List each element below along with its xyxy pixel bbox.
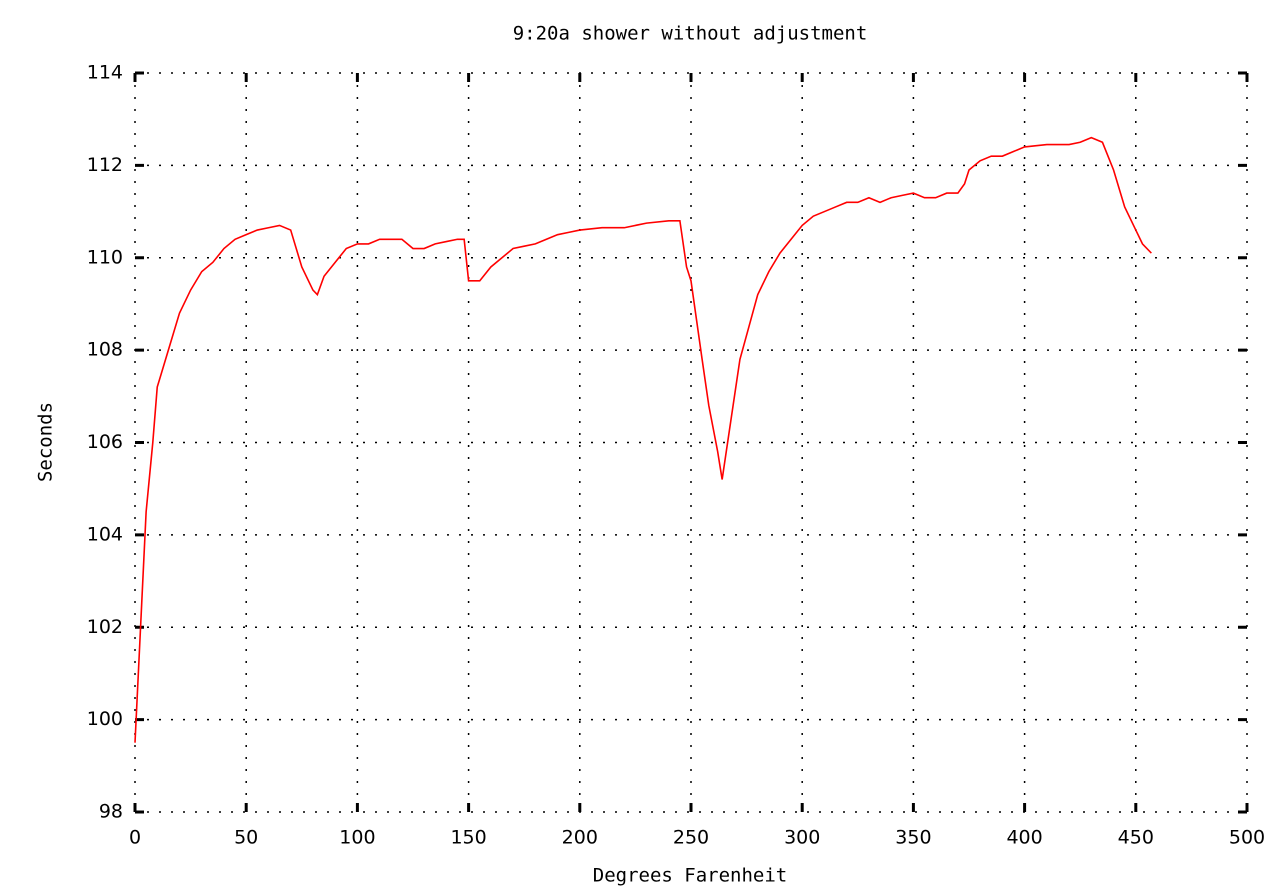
x-tick-label: 350	[895, 827, 931, 849]
x-tick-label: 400	[1006, 827, 1042, 849]
y-axis-label: Seconds	[35, 402, 57, 482]
data-line	[134, 136, 1152, 743]
y-tick-label: 114	[87, 62, 123, 84]
x-tick-label: 450	[1118, 827, 1154, 849]
x-tick-label: 0	[129, 827, 141, 849]
x-tick-label: 200	[562, 827, 598, 849]
y-tick-label: 110	[87, 246, 123, 268]
y-tick-label: 98	[99, 801, 123, 823]
x-tick-label: 100	[339, 827, 375, 849]
x-tick-label: 150	[450, 827, 486, 849]
x-tick-label: 50	[234, 827, 258, 849]
y-tick-label: 106	[87, 431, 123, 453]
chart-title: 9:20a shower without adjustment	[513, 23, 868, 45]
x-tick-label: 500	[1229, 827, 1265, 849]
x-tick-label: 300	[784, 827, 820, 849]
x-axis-label: Degrees Farenheit	[593, 865, 787, 887]
y-tick-label: 112	[87, 154, 123, 176]
y-tick-label: 102	[87, 616, 123, 638]
y-tick-label: 108	[87, 339, 123, 361]
y-tick-label: 104	[87, 523, 123, 545]
x-tick-label: 250	[673, 827, 709, 849]
y-tick-label: 100	[87, 708, 123, 730]
